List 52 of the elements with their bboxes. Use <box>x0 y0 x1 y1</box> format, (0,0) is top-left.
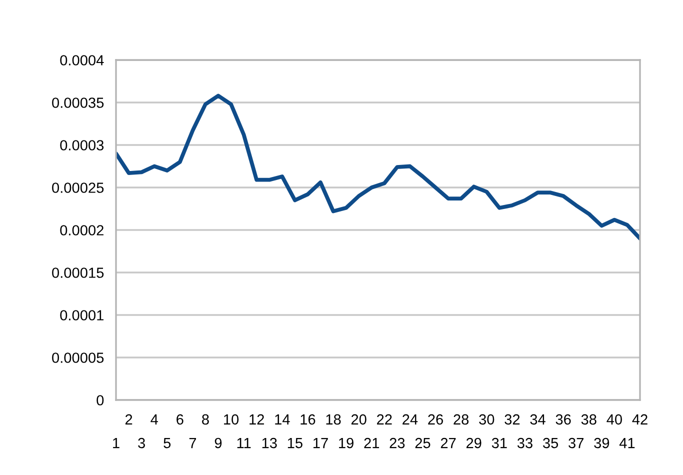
x-tick-label: 42 <box>632 414 648 424</box>
x-tick-label: 6 <box>176 414 184 425</box>
x-tick-label: 25 <box>415 438 430 448</box>
x-tick-label: 32 <box>504 414 520 425</box>
x-tick-label: 38 <box>581 414 596 425</box>
x-tick-label: 37 <box>568 438 584 448</box>
y-tick-label: 0.00005 <box>52 352 104 363</box>
x-tick-label: 19 <box>339 438 354 448</box>
x-tick-label: 14 <box>275 414 290 424</box>
y-tick-label: 0.00025 <box>52 182 104 193</box>
x-tick-label: 24 <box>402 414 418 424</box>
x-tick-label: 18 <box>326 414 341 425</box>
y-tick-label: 0.0001 <box>60 310 104 320</box>
x-tick-label: 20 <box>351 414 366 425</box>
x-tick-label: 28 <box>454 414 469 425</box>
y-tick-label: 0.0004 <box>60 55 104 66</box>
x-tick-label: 4 <box>150 414 158 424</box>
x-tick-label: 9 <box>214 438 222 448</box>
y-tick-label: 0 <box>96 395 104 406</box>
x-tick-label: 26 <box>428 414 443 425</box>
x-tick-label: 27 <box>440 438 456 448</box>
x-tick-label: 31 <box>492 438 507 448</box>
x-tick-label: 35 <box>542 438 558 448</box>
x-tick-label: 39 <box>594 438 610 448</box>
x-tick-label: 16 <box>300 414 316 425</box>
y-tick-label: 0.00015 <box>52 268 104 278</box>
x-tick-label: 15 <box>288 438 302 448</box>
x-tick-label: 7 <box>189 438 196 448</box>
y-tick-label: 0.00035 <box>52 98 104 108</box>
x-tick-label: 23 <box>390 438 405 448</box>
x-tick-label: 30 <box>479 414 494 425</box>
x-tick-label: 12 <box>250 414 264 424</box>
x-tick-label: 2 <box>125 414 132 424</box>
x-tick-label: 8 <box>202 414 209 425</box>
x-tick-label: 33 <box>517 438 532 448</box>
x-tick-label: 36 <box>556 414 571 425</box>
x-tick-label: 13 <box>262 438 277 448</box>
x-tick-label: 34 <box>530 414 546 425</box>
y-tick-label: 0.0002 <box>60 225 104 236</box>
x-tick-label: 22 <box>377 414 392 424</box>
y-tick-label: 0.0003 <box>60 140 104 150</box>
x-tick-label: 17 <box>313 438 328 448</box>
x-tick-label: 5 <box>164 438 171 448</box>
x-tick-label: 40 <box>606 414 622 425</box>
x-tick-label: 11 <box>237 438 251 448</box>
x-tick-label: 1 <box>113 438 120 448</box>
x-tick-label: 3 <box>138 438 145 448</box>
x-tick-label: 41 <box>619 438 635 448</box>
x-tick-label: 10 <box>224 414 239 425</box>
x-tick-label: 29 <box>466 438 482 448</box>
x-tick-label: 21 <box>364 438 380 448</box>
line-series <box>116 94 640 240</box>
